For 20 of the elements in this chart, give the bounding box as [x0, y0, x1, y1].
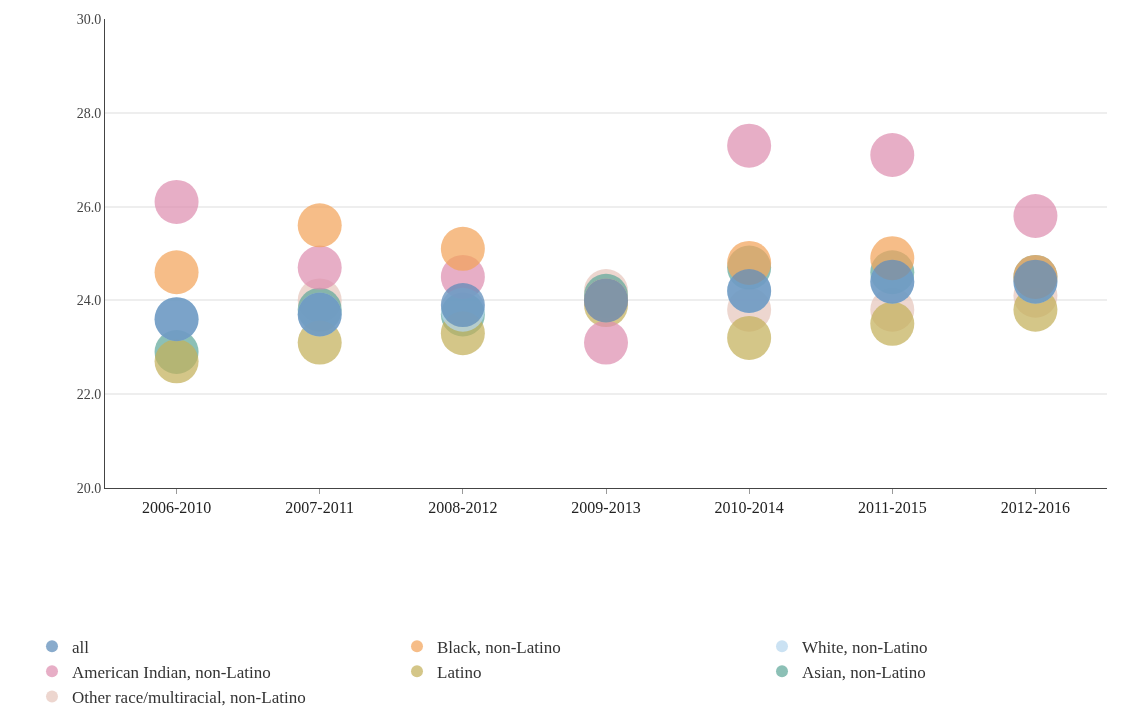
- x-tick-label: 2009-2013: [571, 499, 641, 517]
- legend-label: American Indian, non-Latino: [72, 662, 271, 682]
- y-tick-label: 22.0: [76, 387, 102, 403]
- legend-label: Asian, non-Latino: [802, 662, 926, 682]
- y-tick-label: 30.0: [76, 11, 102, 27]
- legend-label: White, non-Latino: [802, 637, 928, 657]
- legend-label: Other race/multiracial, non-Latino: [72, 688, 306, 708]
- x-tick-label: 2008-2012: [428, 499, 498, 517]
- y-tick-label: 28.0: [76, 105, 102, 121]
- y-tick-label: 24.0: [76, 293, 102, 309]
- y-tick-label: 26.0: [76, 199, 102, 215]
- x-tick-label: 2012-2016: [1000, 499, 1071, 517]
- x-tick-label: 2011-2015: [857, 499, 927, 517]
- x-tick-label: 2010-2014: [714, 499, 784, 517]
- x-tick-label: 2007-2011: [285, 499, 355, 517]
- legend-label: Black, non-Latino: [437, 637, 561, 657]
- y-tick-label: 20.0: [76, 480, 102, 496]
- legend-label: all: [72, 637, 90, 657]
- legend-label: Latino: [437, 662, 482, 682]
- x-tick-label: 2006-2010: [141, 499, 212, 517]
